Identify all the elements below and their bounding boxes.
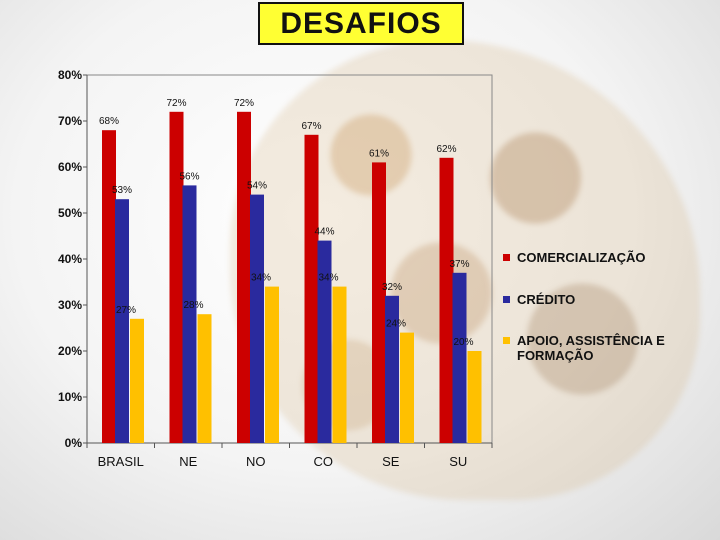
x-axis-categories: BRASIL NE NO CO SE SU — [86, 443, 493, 469]
legend-item-comercializacao: COMERCIALIZAÇÃO — [503, 250, 713, 265]
y-tick-label: 60% — [58, 160, 82, 174]
data-label: 37% — [449, 259, 469, 270]
y-tick-label: 20% — [58, 344, 82, 358]
chart-bars — [102, 111, 482, 444]
legend-item-credito: CRÉDITO — [503, 292, 713, 307]
data-label: 32% — [382, 282, 402, 293]
y-tick-label: 70% — [58, 114, 82, 128]
bar-crédito-su — [452, 272, 467, 443]
bar-apoio-no — [265, 286, 279, 443]
data-label: 20% — [453, 337, 473, 348]
data-label: 68% — [99, 116, 119, 127]
legend-swatch-comercializacao — [503, 254, 510, 261]
legend-label-apoio: APOIO, ASSISTÊNCIA E FORMAÇÃO — [517, 333, 665, 363]
x-category-label: SE — [382, 454, 400, 469]
page-title: DESAFIOS — [258, 2, 464, 45]
legend-label-credito: CRÉDITO — [517, 292, 576, 307]
y-tick-label: 50% — [58, 206, 82, 220]
bar-comercialização-brasil — [102, 130, 116, 443]
y-tick-label: 80% — [58, 68, 82, 82]
chart-axes — [86, 74, 493, 444]
data-label: 28% — [183, 300, 203, 311]
bar-comercialização-su — [439, 157, 454, 444]
data-label: 24% — [386, 319, 406, 330]
data-label: 27% — [116, 305, 136, 316]
bar-crédito-co — [317, 240, 332, 443]
bar-comercialização-co — [304, 134, 319, 444]
y-tick-label: 0% — [65, 436, 83, 450]
x-category-label: NE — [179, 454, 197, 469]
bar-crédito-se — [385, 295, 399, 443]
bar-comercialização-ne — [169, 111, 184, 444]
bar-crédito-brasil — [115, 199, 129, 443]
bar-apoio-brasil — [130, 318, 144, 443]
bar-comercialização-no — [237, 111, 251, 444]
y-tick-label: 10% — [58, 390, 82, 404]
x-category-label: SU — [449, 454, 467, 469]
chart-data-labels: 68% 72% 72% 67% 61% 62% 53% 56% 54% 44% 32% 37% 27% 2… — [99, 98, 474, 348]
data-label: 72% — [234, 98, 254, 109]
bar-apoio-se — [400, 332, 414, 443]
legend-item-apoio: APOIO, ASSISTÊNCIA E FORMAÇÃO — [503, 333, 713, 363]
data-label: 34% — [251, 273, 271, 284]
legend-swatch-apoio — [503, 337, 510, 344]
data-label: 67% — [301, 121, 321, 132]
x-category-label: CO — [314, 454, 334, 469]
data-label: 53% — [112, 185, 132, 196]
y-tick-label: 40% — [58, 252, 82, 266]
y-axis-ticks: 0% 10% 20% 30% 40% 50% 60% 70% 80% — [58, 68, 87, 450]
data-label: 44% — [314, 227, 334, 238]
plot-frame — [86, 74, 493, 444]
data-label: 54% — [247, 181, 267, 192]
data-label: 56% — [179, 171, 199, 182]
bar-apoio-su — [467, 351, 482, 443]
data-label: 61% — [369, 148, 389, 159]
legend-swatch-credito — [503, 296, 510, 303]
legend-label-comercializacao: COMERCIALIZAÇÃO — [517, 250, 646, 265]
y-tick-label: 30% — [58, 298, 82, 312]
data-label: 34% — [318, 273, 338, 284]
bar-apoio-ne — [197, 314, 212, 443]
data-label: 62% — [436, 144, 456, 155]
x-category-label: BRASIL — [98, 454, 144, 469]
data-label: 72% — [166, 98, 186, 109]
bar-crédito-no — [250, 194, 264, 443]
x-category-label: NO — [246, 454, 266, 469]
bar-crédito-ne — [182, 185, 197, 443]
bar-apoio-co — [332, 286, 347, 443]
bar-comercialização-se — [372, 162, 386, 443]
